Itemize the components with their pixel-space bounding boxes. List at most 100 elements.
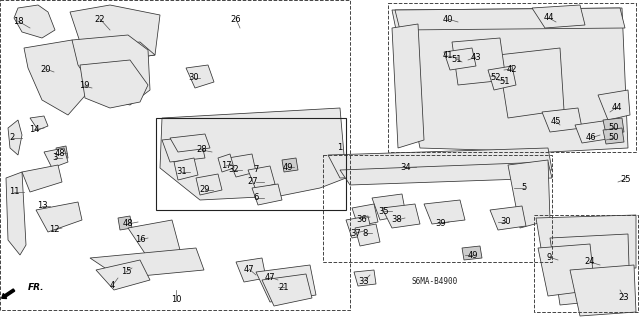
Text: 19: 19 [79, 81, 89, 91]
Text: 16: 16 [134, 235, 145, 244]
Polygon shape [80, 60, 148, 108]
Polygon shape [550, 234, 630, 305]
Text: 28: 28 [196, 145, 207, 154]
Polygon shape [532, 5, 585, 28]
Polygon shape [96, 260, 150, 290]
Polygon shape [462, 246, 482, 260]
Text: 8: 8 [362, 228, 368, 238]
Text: 49: 49 [283, 162, 293, 172]
Text: 11: 11 [9, 188, 19, 197]
Polygon shape [372, 194, 406, 220]
Text: 27: 27 [248, 177, 259, 187]
Text: 50: 50 [609, 123, 620, 132]
Polygon shape [392, 8, 628, 152]
Text: 5: 5 [522, 183, 527, 192]
Polygon shape [392, 24, 424, 148]
Polygon shape [36, 202, 82, 232]
Polygon shape [72, 35, 150, 105]
Polygon shape [24, 40, 90, 115]
Text: 17: 17 [221, 161, 231, 170]
Text: 47: 47 [265, 272, 275, 281]
Text: 51: 51 [500, 77, 510, 85]
Text: 47: 47 [244, 264, 254, 273]
Text: 13: 13 [36, 202, 47, 211]
Polygon shape [603, 118, 624, 134]
Polygon shape [196, 174, 222, 195]
Text: 15: 15 [121, 268, 131, 277]
Polygon shape [490, 206, 526, 230]
Polygon shape [382, 204, 420, 228]
Polygon shape [228, 154, 256, 177]
Polygon shape [248, 166, 275, 190]
Polygon shape [282, 158, 298, 172]
Text: 42: 42 [507, 64, 517, 73]
Text: 22: 22 [95, 14, 105, 24]
Text: 6: 6 [253, 194, 259, 203]
Text: 33: 33 [358, 277, 369, 286]
Polygon shape [424, 200, 465, 224]
Text: 36: 36 [356, 214, 367, 224]
Bar [0, 0, 350, 310]
Text: 29: 29 [200, 186, 211, 195]
Polygon shape [90, 248, 204, 278]
Polygon shape [603, 128, 624, 144]
Polygon shape [452, 38, 506, 85]
Polygon shape [256, 265, 316, 302]
FancyArrow shape [2, 289, 15, 299]
Polygon shape [340, 162, 552, 185]
Text: 46: 46 [586, 133, 596, 143]
Polygon shape [44, 148, 68, 168]
Polygon shape [70, 5, 160, 60]
Text: 37: 37 [351, 228, 362, 238]
Text: 32: 32 [228, 166, 239, 174]
Polygon shape [542, 108, 582, 132]
Text: 24: 24 [585, 257, 595, 266]
Text: 50: 50 [609, 133, 620, 143]
Bar [534, 215, 638, 312]
Polygon shape [346, 216, 372, 238]
Text: S6MA-B4900: S6MA-B4900 [412, 277, 458, 286]
Text: 18: 18 [13, 17, 23, 26]
Polygon shape [160, 108, 346, 200]
Text: 14: 14 [29, 125, 39, 135]
Text: 20: 20 [41, 64, 51, 73]
Polygon shape [352, 204, 378, 226]
Polygon shape [262, 274, 312, 306]
Polygon shape [328, 148, 552, 178]
Bar [156, 118, 346, 210]
Text: 2: 2 [10, 133, 15, 143]
Polygon shape [30, 116, 48, 130]
Polygon shape [570, 265, 636, 316]
Polygon shape [8, 120, 22, 155]
Text: 3: 3 [52, 153, 58, 162]
Polygon shape [508, 160, 550, 228]
Text: 44: 44 [544, 13, 554, 23]
Bar [388, 3, 636, 152]
Polygon shape [355, 224, 380, 246]
Polygon shape [354, 270, 376, 286]
Text: 45: 45 [551, 116, 561, 125]
Text: 25: 25 [621, 174, 631, 183]
Text: 30: 30 [189, 73, 199, 83]
Text: 21: 21 [279, 283, 289, 292]
Text: 48: 48 [123, 219, 133, 228]
Text: 39: 39 [436, 219, 446, 228]
Polygon shape [128, 220, 180, 258]
Polygon shape [56, 146, 68, 160]
Text: 44: 44 [612, 102, 622, 112]
Polygon shape [186, 65, 214, 88]
Text: 40: 40 [443, 14, 453, 24]
Text: 49: 49 [468, 250, 478, 259]
Text: 9: 9 [547, 253, 552, 262]
Polygon shape [598, 90, 630, 120]
Text: 31: 31 [177, 167, 188, 176]
Text: FR.: FR. [28, 284, 45, 293]
Text: 35: 35 [379, 206, 389, 216]
Polygon shape [118, 216, 132, 230]
Polygon shape [14, 5, 55, 38]
Polygon shape [488, 66, 516, 90]
Polygon shape [22, 165, 62, 192]
Text: 1: 1 [337, 144, 342, 152]
Polygon shape [162, 136, 205, 162]
Polygon shape [218, 154, 234, 172]
